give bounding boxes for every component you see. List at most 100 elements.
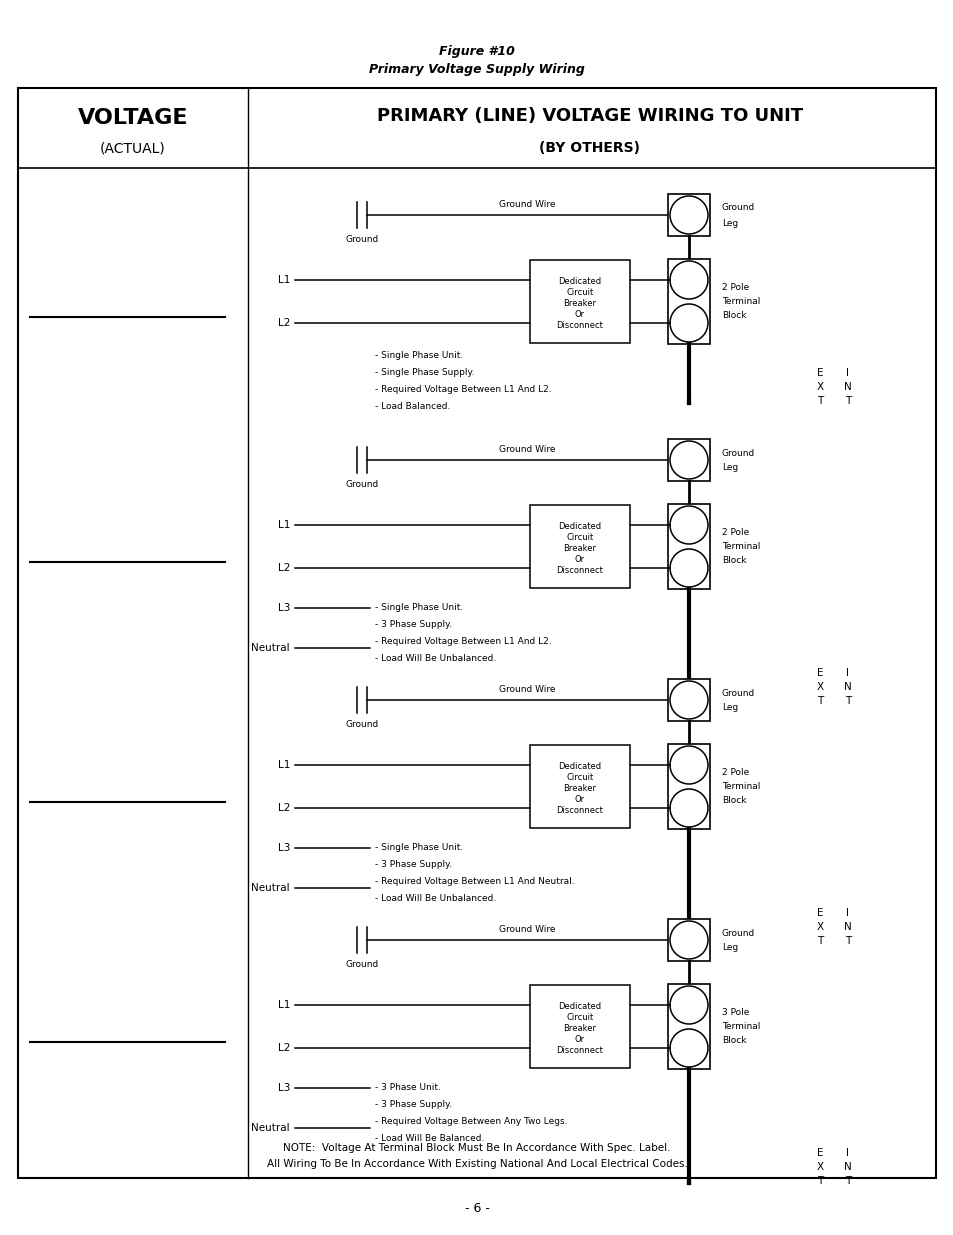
Text: Terminal: Terminal (721, 1023, 760, 1031)
Bar (667, 679, 709, 721)
Text: Terminal: Terminal (721, 542, 760, 551)
Text: X: X (816, 1162, 822, 1172)
Text: T: T (816, 396, 822, 406)
Text: I: I (845, 368, 848, 378)
Text: Disconnect: Disconnect (556, 321, 603, 330)
Text: Disconnect: Disconnect (556, 1046, 603, 1055)
Text: Ground Wire: Ground Wire (498, 200, 555, 209)
Text: All Wiring To Be In Accordance With Existing National And Local Electrical Codes: All Wiring To Be In Accordance With Exis… (266, 1158, 687, 1170)
Text: 2 Pole: 2 Pole (721, 768, 748, 777)
Text: L2: L2 (277, 803, 290, 813)
Text: Ground: Ground (721, 688, 755, 698)
Text: - 6 -: - 6 - (464, 1202, 489, 1214)
Bar (530, 505, 629, 588)
Text: Breaker: Breaker (563, 543, 596, 553)
Text: Breaker: Breaker (563, 299, 596, 308)
Text: I: I (845, 908, 848, 918)
Text: X: X (816, 382, 822, 391)
Text: T: T (816, 936, 822, 946)
Text: NOTE:  Voltage At Terminal Block Must Be In Accordance With Spec. Label.: NOTE: Voltage At Terminal Block Must Be … (283, 1144, 670, 1153)
Text: Circuit: Circuit (566, 1013, 593, 1023)
Bar (667, 259, 709, 345)
Bar (667, 438, 709, 480)
Text: VOLTAGE: VOLTAGE (77, 107, 188, 128)
Text: 2 Pole: 2 Pole (721, 529, 748, 537)
Text: Ground: Ground (345, 235, 378, 245)
Text: PRIMARY (LINE) VOLTAGE WIRING TO UNIT: PRIMARY (LINE) VOLTAGE WIRING TO UNIT (376, 107, 802, 125)
Text: (BY OTHERS): (BY OTHERS) (539, 141, 639, 156)
Text: Or: Or (575, 555, 584, 564)
Text: - Required Voltage Between L1 And L2.: - Required Voltage Between L1 And L2. (375, 385, 551, 394)
Bar (530, 261, 629, 343)
Text: Ground Wire: Ground Wire (498, 925, 555, 934)
Text: L1: L1 (277, 760, 290, 769)
Text: - Load Will Be Balanced.: - Load Will Be Balanced. (375, 1134, 484, 1144)
Text: Dedicated: Dedicated (558, 277, 601, 287)
Text: Neutral: Neutral (251, 1123, 290, 1132)
Text: - Load Will Be Unbalanced.: - Load Will Be Unbalanced. (375, 894, 496, 903)
Text: Disconnect: Disconnect (556, 566, 603, 576)
Text: E: E (816, 668, 822, 678)
Text: Ground Wire: Ground Wire (498, 685, 555, 694)
Text: - Load Will Be Unbalanced.: - Load Will Be Unbalanced. (375, 655, 496, 663)
Text: Terminal: Terminal (721, 296, 760, 306)
Text: Ground Wire: Ground Wire (498, 445, 555, 454)
Text: Terminal: Terminal (721, 782, 760, 790)
Text: L1: L1 (277, 520, 290, 530)
Text: Block: Block (721, 556, 745, 564)
Text: I: I (845, 1149, 848, 1158)
Text: - 3 Phase Supply.: - 3 Phase Supply. (375, 860, 452, 869)
Text: Neutral: Neutral (251, 643, 290, 653)
Text: L2: L2 (277, 317, 290, 329)
Text: Or: Or (575, 310, 584, 319)
Bar (667, 504, 709, 589)
Text: L3: L3 (277, 603, 290, 613)
Text: Figure #10: Figure #10 (438, 46, 515, 58)
Bar (667, 984, 709, 1070)
Bar (18, 88, 935, 1178)
Text: Neutral: Neutral (251, 883, 290, 893)
Bar (667, 743, 709, 829)
Text: Block: Block (721, 797, 745, 805)
Text: - Required Voltage Between L1 And Neutral.: - Required Voltage Between L1 And Neutra… (375, 877, 574, 885)
Text: L3: L3 (277, 1083, 290, 1093)
Text: Ground: Ground (721, 929, 755, 937)
Text: T: T (844, 1176, 850, 1186)
Text: N: N (843, 1162, 851, 1172)
Text: E: E (816, 1149, 822, 1158)
Text: N: N (843, 382, 851, 391)
Text: L1: L1 (277, 1000, 290, 1010)
Text: E: E (816, 368, 822, 378)
Bar (530, 986, 629, 1068)
Text: Dedicated: Dedicated (558, 522, 601, 531)
Text: T: T (844, 936, 850, 946)
Text: Circuit: Circuit (566, 534, 593, 542)
Text: N: N (843, 682, 851, 692)
Text: - Single Phase Unit.: - Single Phase Unit. (375, 844, 463, 852)
Text: I: I (845, 668, 848, 678)
Text: N: N (843, 923, 851, 932)
Bar (667, 194, 709, 236)
Text: - Single Phase Unit.: - Single Phase Unit. (375, 603, 463, 613)
Text: Breaker: Breaker (563, 784, 596, 793)
Text: L1: L1 (277, 275, 290, 285)
Text: Dedicated: Dedicated (558, 762, 601, 771)
Text: X: X (816, 923, 822, 932)
Text: Leg: Leg (721, 463, 738, 473)
Text: Primary Voltage Supply Wiring: Primary Voltage Supply Wiring (369, 63, 584, 77)
Text: Ground: Ground (345, 720, 378, 729)
Text: Leg: Leg (721, 704, 738, 713)
Text: Circuit: Circuit (566, 288, 593, 296)
Text: Dedicated: Dedicated (558, 1002, 601, 1011)
Text: Breaker: Breaker (563, 1024, 596, 1032)
Bar (530, 745, 629, 827)
Text: 3 Pole: 3 Pole (721, 1008, 749, 1016)
Text: T: T (816, 1176, 822, 1186)
Text: Leg: Leg (721, 944, 738, 952)
Bar (667, 919, 709, 961)
Text: Block: Block (721, 1036, 745, 1045)
Text: 2 Pole: 2 Pole (721, 283, 748, 291)
Text: - 3 Phase Supply.: - 3 Phase Supply. (375, 620, 452, 629)
Text: - 3 Phase Supply.: - 3 Phase Supply. (375, 1100, 452, 1109)
Text: - Single Phase Unit.: - Single Phase Unit. (375, 351, 463, 359)
